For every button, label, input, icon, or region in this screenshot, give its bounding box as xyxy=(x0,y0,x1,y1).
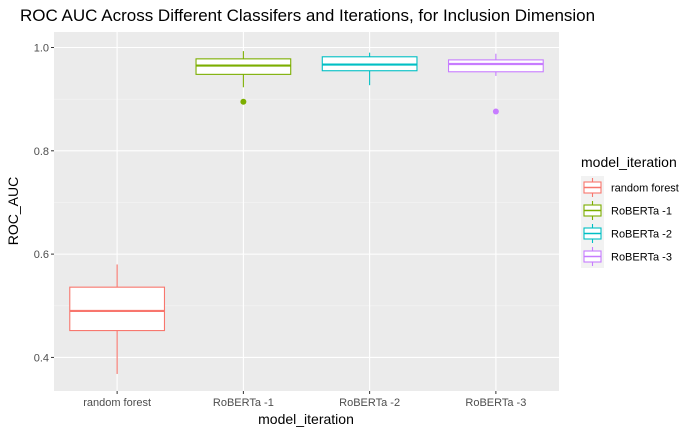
x-tick-label: random forest xyxy=(83,397,151,409)
legend-item: RoBERTa -3 xyxy=(581,245,672,268)
legend: model_iteration random forest RoBERTa -1 R… xyxy=(581,154,679,268)
y-tick-label: 0.8 xyxy=(34,146,49,158)
box-roberta-3 xyxy=(447,53,544,115)
plot-panel xyxy=(54,32,559,391)
y-axis-title: ROC_AUC xyxy=(5,177,21,245)
box-random-forest xyxy=(69,264,166,374)
outlier-point xyxy=(492,108,499,115)
y-tick-label: 0.4 xyxy=(34,352,49,364)
box-roberta-2 xyxy=(321,52,418,86)
y-axis: 0.4 0.6 0.8 1.0 xyxy=(34,42,54,364)
grid-major xyxy=(54,32,559,391)
boxes xyxy=(69,51,544,374)
legend-label: RoBERTa -2 xyxy=(611,229,672,241)
chart-title: ROC AUC Across Different Classifers and … xyxy=(20,6,595,25)
y-tick-label: 0.6 xyxy=(34,249,49,261)
legend-item: RoBERTa -2 xyxy=(581,222,672,245)
legend-item: RoBERTa -1 xyxy=(581,199,672,222)
legend-label: random forest xyxy=(611,183,679,195)
legend-item: random forest xyxy=(581,176,679,199)
y-tick-label: 1.0 xyxy=(34,42,49,54)
box-body xyxy=(69,286,166,332)
x-axis-title: model_iteration xyxy=(258,411,354,427)
box-roberta-1 xyxy=(195,51,292,105)
legend-title: model_iteration xyxy=(581,154,677,170)
legend-items: random forest RoBERTa -1 RoBERTa -2 RoBERTa… xyxy=(581,176,679,268)
outlier-point xyxy=(240,98,247,105)
x-tick-label: RoBERTa -1 xyxy=(213,397,274,409)
x-axis: random forest RoBERTa -1 RoBERTa -2 RoBERTa… xyxy=(83,391,526,409)
legend-label: RoBERTa -1 xyxy=(611,206,672,218)
x-tick-label: RoBERTa -3 xyxy=(465,397,526,409)
x-tick-label: RoBERTa -2 xyxy=(339,397,400,409)
box-body xyxy=(447,59,544,73)
legend-label: RoBERTa -3 xyxy=(611,252,672,264)
